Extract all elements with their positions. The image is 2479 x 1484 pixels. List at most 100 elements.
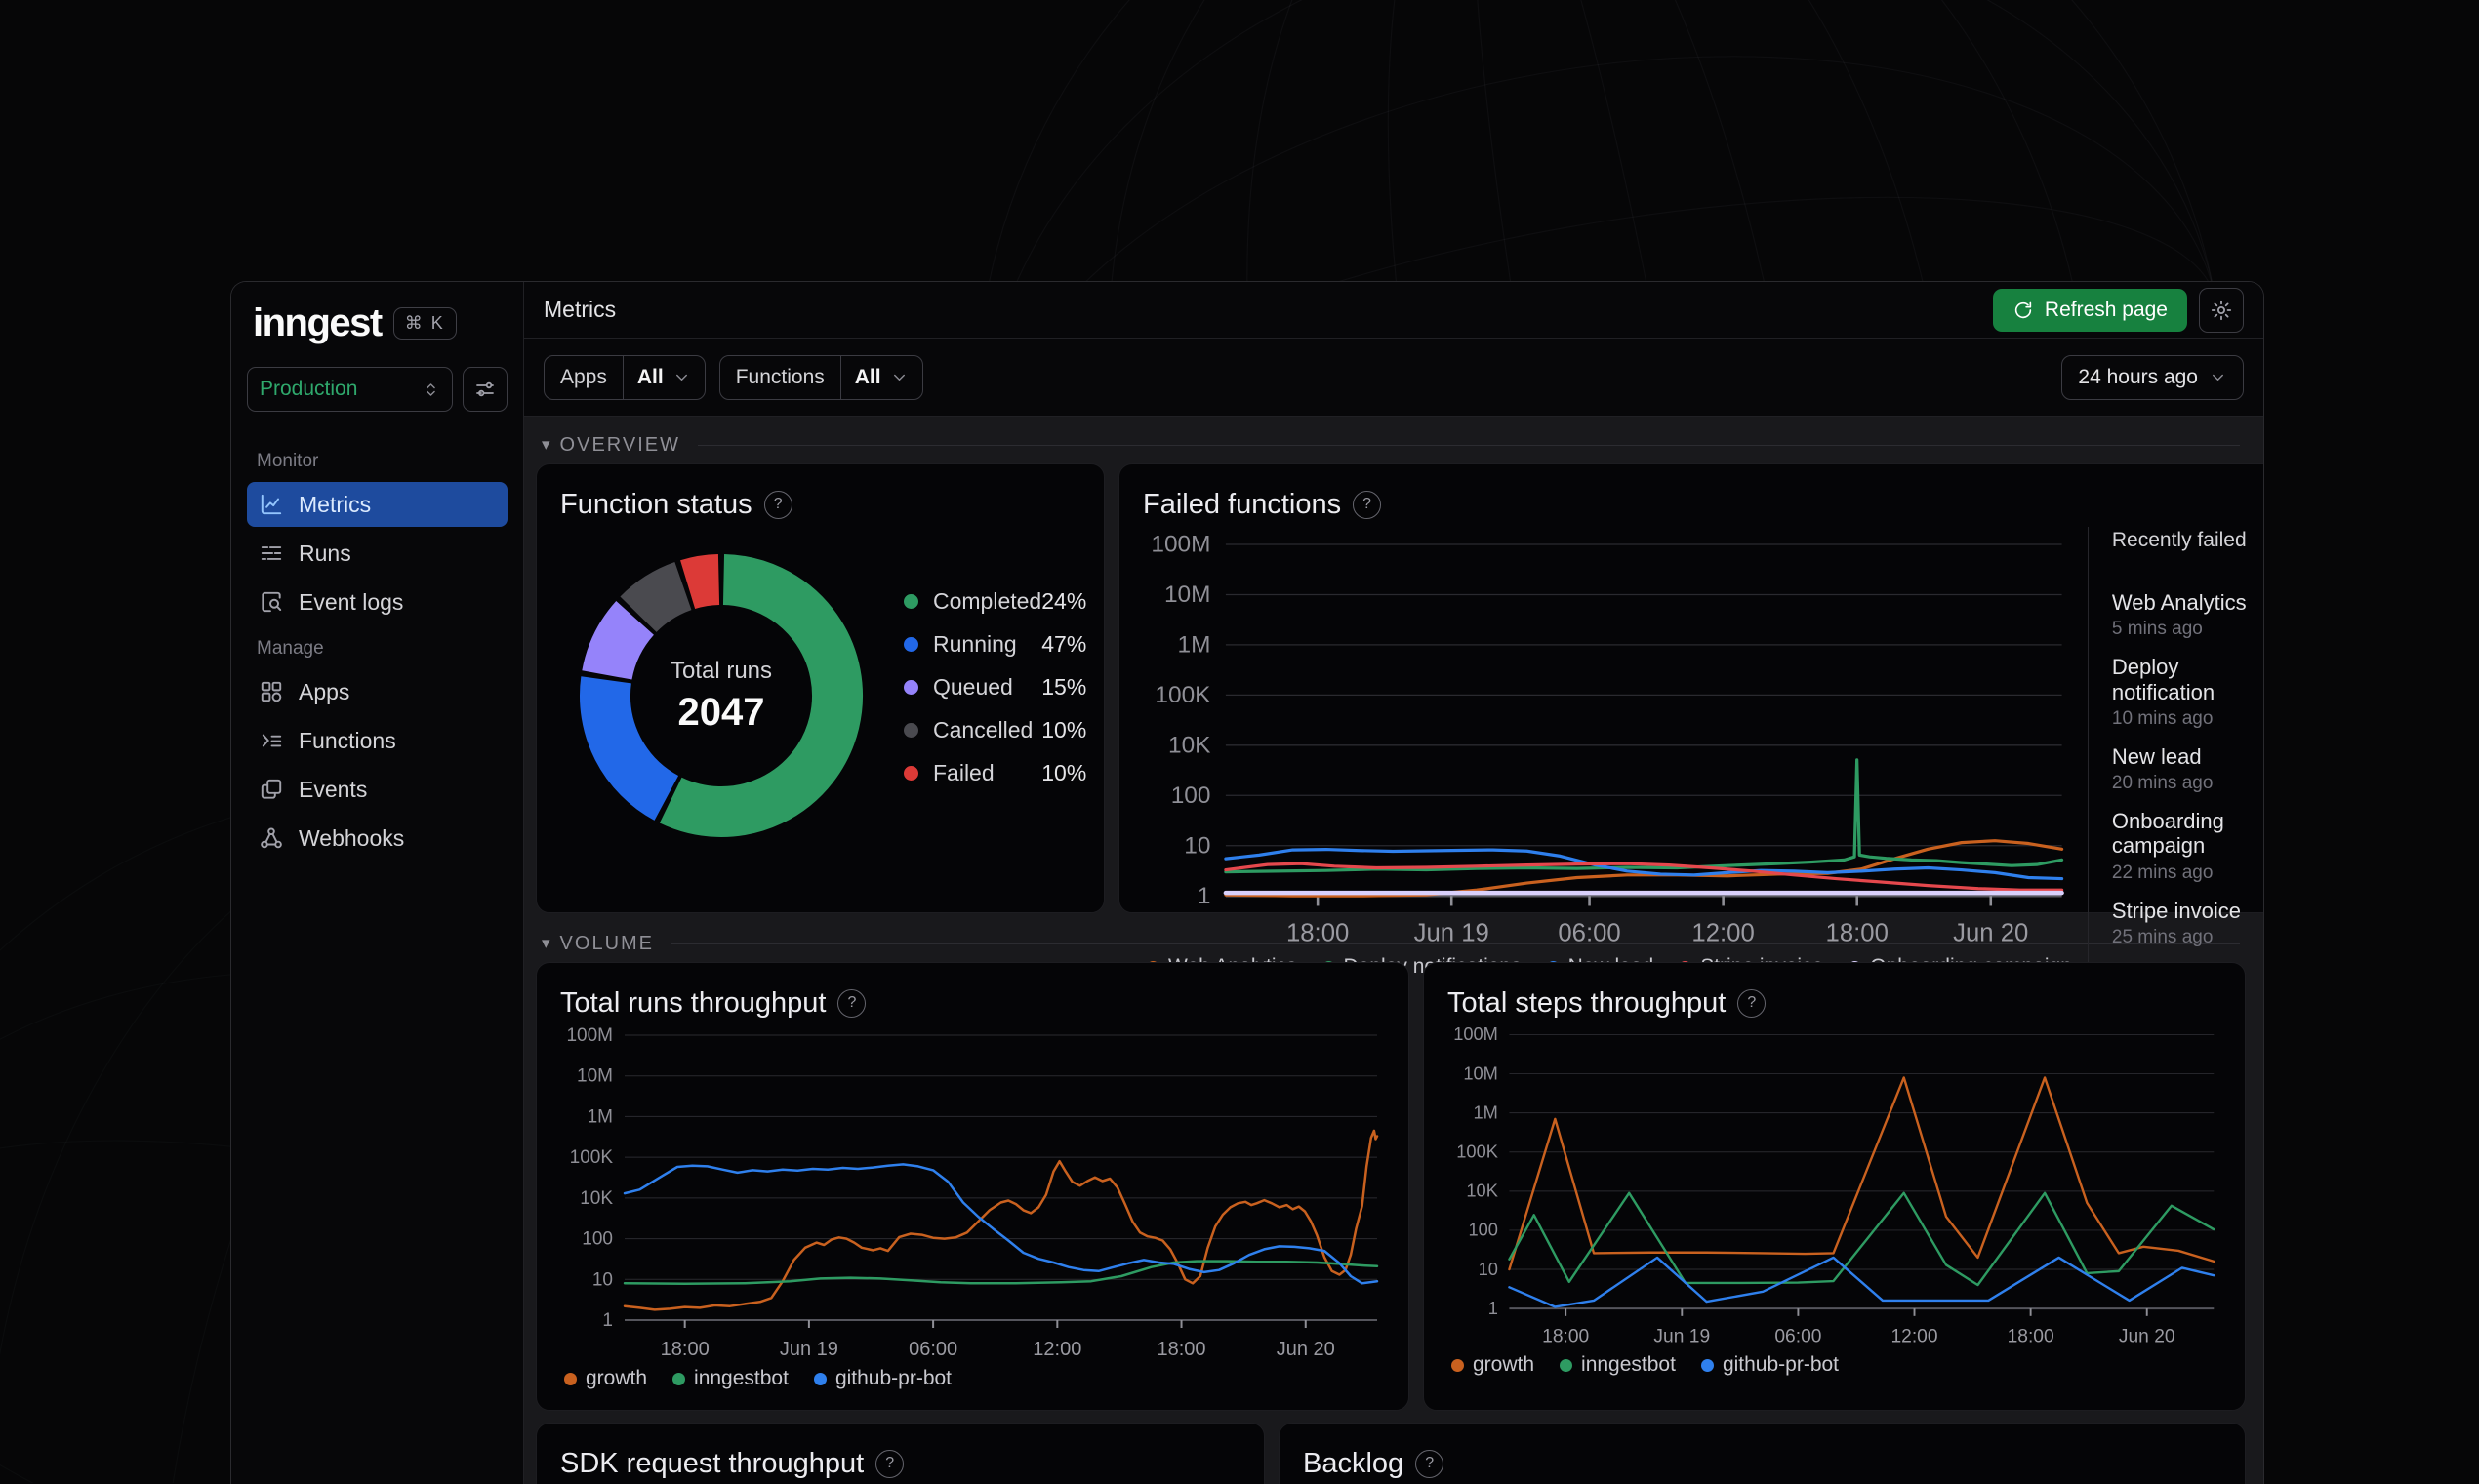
recently-failed-table: Recently failed Failed runs Rate Web Ana… [2087,527,2263,1014]
svg-text:06:00: 06:00 [1558,919,1620,946]
legend-value: 47% [1041,630,1087,657]
failed-function-name: New lead [2111,743,2202,769]
svg-text:Jun 20: Jun 20 [1277,1339,1335,1360]
command-k-shortcut[interactable]: ⌘ K [392,307,457,340]
help-icon[interactable]: ? [1415,1449,1444,1478]
svg-text:18:00: 18:00 [1286,919,1349,946]
status-legend-item: Running 47% [904,622,1086,665]
chevrons-up-down-icon [422,381,440,399]
svg-text:1: 1 [1488,1298,1498,1318]
svg-text:10K: 10K [1168,733,1211,759]
apps-filter[interactable]: Apps All [544,354,706,400]
failed-function-name: Onboarding campaign [2111,809,2224,859]
environment-name: Production [260,378,358,400]
legend-item-growth[interactable]: growth [1451,1353,1534,1377]
legend-label: inngestbot [1581,1353,1676,1377]
donut-slice-cancelled[interactable] [620,562,693,633]
section-divider [671,943,2240,944]
functions-filter-value: All [854,365,881,388]
sidebar-item-metrics[interactable]: Metrics [247,482,508,527]
sidebar-item-event-logs[interactable]: Event logs [247,580,508,624]
svg-text:Jun 19: Jun 19 [1653,1327,1710,1347]
gear-icon [2210,299,2233,322]
sidebar-item-runs[interactable]: Runs [247,531,508,576]
legend-item-growth[interactable]: growth [564,1367,647,1390]
svg-text:100K: 100K [1456,1142,1498,1162]
legend-item-inngestbot[interactable]: inngestbot [1560,1353,1676,1377]
chevron-down-icon [890,368,909,386]
functions-filter[interactable]: Functions All [718,354,923,400]
sidebar-nav: Monitor Metrics Runs Event logs Manage Apps Fu… [247,437,508,864]
environment-select[interactable]: Production [247,367,453,412]
donut-slice-queued[interactable] [582,601,655,681]
chevron-down-icon [672,368,691,386]
svg-text:12:00: 12:00 [1033,1339,1081,1360]
series-growth [623,1129,1379,1311]
volume-section-title: VOLUME [559,932,655,954]
section-divider [697,444,2240,446]
svg-text:100M: 100M [1151,532,1210,558]
topbar: Metrics Refresh page [524,282,2263,339]
legend-dot [904,679,918,695]
legend-item-github-pr-bot[interactable]: github-pr-bot [813,1367,952,1390]
series-github-pr-bot [1508,1256,2215,1308]
overview-section-header[interactable]: ▾ OVERVIEW [536,426,2246,463]
legend-dot [904,722,918,738]
total-runs-label: Total runs [670,657,773,684]
help-icon[interactable]: ? [837,988,867,1018]
total_runs_throughput-svg: 100M 10M 1M 100K 10K 100 10 1 18:00 Jun 19 06:00 12… [566,1025,1379,1360]
section-collapse-caret: ▾ [542,435,550,454]
donut-slice-completed[interactable] [659,554,863,837]
failed-function-name: Deploy notification [2111,655,2215,704]
backlog-card: Backlog ? [1279,1423,2246,1484]
metrics-icon [259,492,284,517]
donut-slice-running[interactable] [580,676,679,821]
help-icon[interactable]: ? [763,490,792,519]
sidebar-item-functions[interactable]: Functions [247,718,508,763]
status-legend-item: Cancelled 10% [904,708,1086,751]
svg-text:06:00: 06:00 [1774,1327,1821,1347]
failed-function-time: 5 mins ago [2111,619,2203,640]
failed-function-time: 22 mins ago [2111,862,2214,883]
failed-functions-card: Failed functions ? View all 100M10M1M100… [1118,463,2263,1014]
time-range-select[interactable]: 24 hours ago [2061,354,2244,400]
legend-label: Completed [933,587,1042,614]
legend-item-inngestbot[interactable]: inngestbot [672,1367,789,1390]
svg-text:12:00: 12:00 [1890,1327,1937,1347]
svg-text:1: 1 [1198,883,1211,909]
series-deploy-notifications [1224,758,2064,874]
chevron-down-icon [2209,368,2227,386]
section-collapse-caret: ▾ [542,934,550,952]
sidebar: inngest ⌘ K Production Monitor Metrics Run… [231,282,524,1484]
filter-bar: Apps All Functions All 24 hours ago [524,339,2263,417]
volume-section-header[interactable]: ▾ VOLUME [536,925,2246,962]
help-icon[interactable]: ? [1737,988,1767,1018]
help-icon[interactable]: ? [1353,490,1382,519]
sidebar-item-label: Functions [299,727,396,753]
environment-filter-button[interactable] [463,367,508,412]
donut-slice-failed[interactable] [680,554,720,610]
help-icon[interactable]: ? [875,1449,905,1478]
svg-text:100K: 100K [1155,682,1211,708]
legend-value: 24% [1041,587,1087,614]
scroll-content[interactable]: ▾ OVERVIEW Function status ? Total [524,417,2263,1484]
failed-function-cell: Deploy notification 10 mins ago [2112,655,2263,730]
legend-item-github-pr-bot[interactable]: github-pr-bot [1700,1353,1839,1377]
sidebar-item-apps[interactable]: Apps [247,669,508,714]
status-legend-item: Queued 15% [904,665,1086,708]
refresh-page-button[interactable]: Refresh page [1992,288,2187,332]
sidebar-item-events[interactable]: Events [247,767,508,812]
settings-button[interactable] [2199,287,2244,333]
failed-function-name: Web Analytics [2111,590,2247,615]
apps-filter-value: All [636,365,664,388]
sidebar-item-webhooks[interactable]: Webhooks [247,816,508,861]
svg-text:18:00: 18:00 [661,1339,710,1360]
svg-text:Jun 20: Jun 20 [2119,1327,2175,1347]
backlog-title: Backlog [1303,1447,1404,1479]
failed-functions-title: Failed functions [1143,488,1342,520]
